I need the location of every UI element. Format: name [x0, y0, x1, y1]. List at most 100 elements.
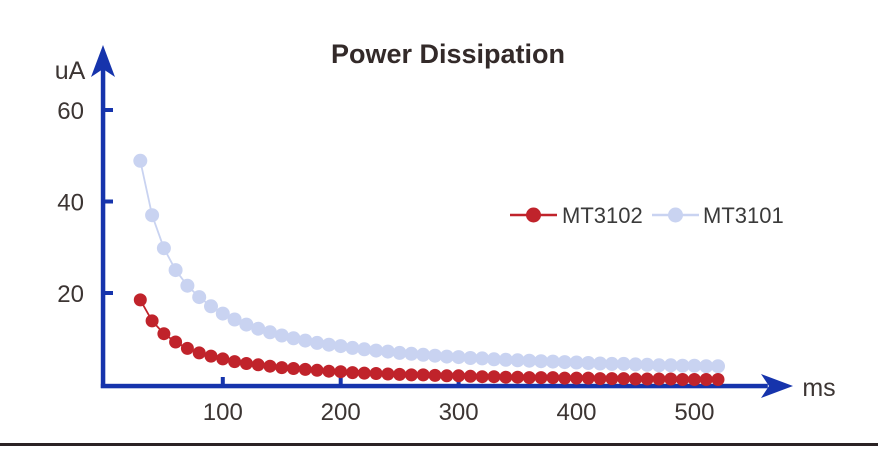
mt3102-point: [558, 371, 572, 385]
mt3102-point: [570, 371, 583, 385]
legend-dot-swatch: [668, 207, 683, 223]
mt3102-point: [239, 357, 253, 370]
mt3101-point: [522, 353, 537, 368]
mt3102-point: [664, 372, 678, 386]
mt3102-point: [216, 352, 230, 366]
mt3102-point: [180, 341, 194, 355]
mt3101-point: [687, 358, 702, 373]
mt3101-point: [333, 339, 348, 354]
mt3102-point: [334, 365, 348, 379]
x-axis-line: [100, 383, 768, 389]
mt3102-point: [629, 372, 642, 386]
mt3102-point: [228, 355, 242, 369]
mt3102-point: [393, 367, 407, 381]
mt3102-point: [617, 372, 631, 386]
mt3102-point: [487, 370, 501, 384]
mt3101-point: [180, 278, 195, 293]
mt3102-point: [322, 364, 336, 378]
mt3102-point: [593, 372, 607, 386]
page-bottom-rule: [0, 443, 878, 446]
mt3102-point: [157, 327, 171, 341]
x-tick-label: 500: [674, 399, 714, 426]
mt3102-point: [699, 373, 713, 386]
mt3102-point: [204, 349, 218, 363]
x-tick-label: 200: [321, 399, 361, 426]
mt3102-point: [404, 368, 418, 382]
chart-title: Power Dissipation: [331, 39, 565, 69]
mt3101-line: [139, 160, 718, 368]
mt3101-point: [510, 353, 525, 368]
mt3102-point: [676, 373, 690, 386]
mt3102-point: [640, 372, 654, 386]
mt3101-point: [439, 349, 454, 364]
mt3101-point: [263, 325, 277, 340]
y-axis-line: [100, 66, 106, 388]
mt3101-point: [345, 340, 360, 355]
mt3102-point: [369, 367, 383, 380]
x-tick-label: 300: [439, 399, 479, 426]
x-tick-label: 400: [556, 399, 596, 426]
mt3101-point: [534, 354, 549, 369]
mt3102-point: [416, 368, 430, 382]
x-axis-unit-label: ms: [802, 374, 835, 402]
mt3102-point: [605, 372, 619, 386]
x-tick-mark: [338, 377, 343, 386]
mt3101-point: [298, 333, 313, 348]
mt3102-point: [287, 362, 300, 375]
y-tick-mark: [103, 291, 113, 295]
mt3101-point: [416, 347, 431, 362]
mt3101-point: [215, 306, 230, 321]
mt3101-point: [675, 358, 690, 373]
x-tick-mark: [220, 377, 225, 386]
mt3102-point: [192, 346, 206, 360]
mt3101-point: [145, 208, 160, 223]
mt3101-point: [581, 356, 596, 370]
mt3102-point: [251, 358, 265, 372]
mt3102-point: [133, 293, 147, 307]
mt3102-point: [475, 370, 489, 384]
mt3102-point: [263, 359, 277, 373]
y-tick-label: 40: [57, 190, 84, 217]
mt3101-point: [274, 328, 289, 343]
mt3101-point: [663, 358, 678, 373]
mt3102-point: [581, 371, 595, 385]
mt3101-point: [239, 317, 254, 332]
mt3101-point: [310, 335, 325, 350]
mt3101-point: [699, 359, 714, 374]
x-tick-label: 100: [203, 399, 243, 426]
mt3101-point: [133, 153, 148, 168]
mt3101-point: [286, 331, 301, 346]
mt3101-point: [204, 299, 218, 314]
mt3101-point: [569, 355, 584, 370]
mt3101-point: [545, 354, 560, 369]
mt3102-point: [169, 335, 183, 349]
mt3102-point: [346, 366, 359, 380]
mt3101-point: [652, 358, 666, 373]
mt3101-point: [640, 357, 655, 372]
mt3101-point: [498, 352, 513, 367]
mt3101-point: [557, 355, 572, 370]
mt3102-point: [546, 371, 560, 385]
mt3102-point: [652, 372, 666, 386]
mt3102-point: [275, 361, 289, 375]
mt3101-point: [475, 351, 490, 366]
y-tick-mark: [103, 199, 113, 204]
mt3101-point: [593, 356, 608, 371]
mt3101-point: [227, 312, 242, 327]
mt3102-point: [357, 366, 371, 380]
mt3102-point: [711, 373, 725, 386]
mt3101-point: [428, 348, 442, 363]
mt3101-point: [451, 350, 466, 365]
axes: [91, 45, 793, 398]
mt3101-point: [380, 344, 395, 359]
legend-label: MT3101: [703, 203, 784, 228]
legend-item-mt3102: MT3102: [510, 203, 643, 228]
mt3101-point: [711, 359, 725, 374]
legend-label: MT3102: [562, 203, 643, 228]
mt3101-point: [156, 241, 171, 256]
mt3101-point: [404, 346, 419, 361]
mt3102-point: [452, 369, 466, 383]
axis-ticks: 20 40 60 100 200 300 400 500: [57, 98, 714, 426]
